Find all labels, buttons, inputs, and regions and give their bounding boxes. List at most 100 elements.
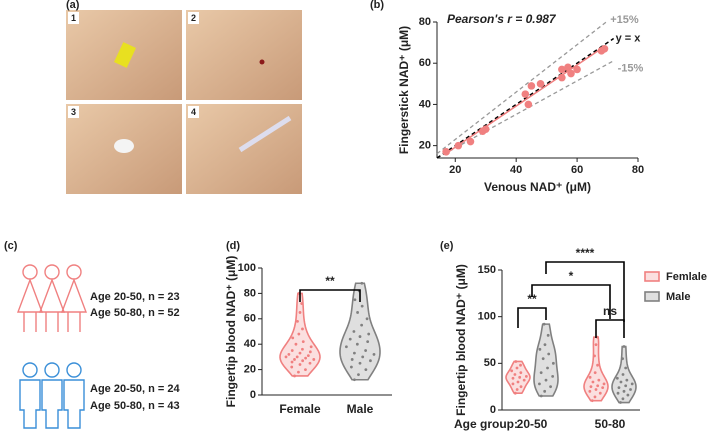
demographic: Age 20-50, n = 23 xyxy=(90,291,180,303)
dot xyxy=(515,366,519,370)
dot xyxy=(364,349,367,352)
y-axis-title: Fingertip blood NAD⁺ (μM) xyxy=(454,264,468,416)
dot xyxy=(539,371,543,375)
dot xyxy=(296,319,299,323)
dot xyxy=(298,351,302,355)
dot xyxy=(551,361,555,365)
photo-badge xyxy=(188,12,199,24)
significance-bracket xyxy=(531,284,611,319)
photo-badge xyxy=(68,12,79,24)
dot xyxy=(360,304,364,308)
photo-number: 4 xyxy=(191,107,196,117)
legend-swatch xyxy=(644,291,660,302)
dot xyxy=(619,401,622,404)
dot xyxy=(547,352,551,356)
y-tick-label: 60 xyxy=(419,57,431,69)
dot xyxy=(360,323,364,327)
panel-label: (a) xyxy=(66,0,80,11)
legend-label: Femlale xyxy=(666,271,707,283)
x-axis-title: Age group: xyxy=(454,417,518,431)
y-tick-label: 40 xyxy=(244,338,256,350)
dot xyxy=(298,363,302,366)
dot xyxy=(364,368,368,371)
point xyxy=(466,137,475,146)
y-tick-label: 20 xyxy=(419,140,431,152)
dot xyxy=(360,281,364,285)
dot xyxy=(358,335,362,338)
dot xyxy=(590,399,594,403)
dot xyxy=(515,388,519,391)
violin xyxy=(583,336,609,402)
dot xyxy=(290,349,294,352)
dot xyxy=(616,391,620,395)
dot xyxy=(355,342,359,346)
tolerance-label: +15% xyxy=(610,14,639,26)
tolerance-label: -15% xyxy=(618,63,644,75)
violin xyxy=(533,323,559,397)
point xyxy=(558,73,566,82)
dot xyxy=(619,380,623,384)
y-tick-label: 50 xyxy=(484,357,496,369)
dot xyxy=(541,357,545,361)
dot xyxy=(350,365,353,369)
dot xyxy=(297,370,300,374)
dot xyxy=(596,363,599,367)
x-tick-label: 40 xyxy=(510,164,522,176)
x-tick-label: 20-50 xyxy=(517,417,548,431)
x-tick-label: Male xyxy=(347,402,374,416)
y-tick-label: 40 xyxy=(419,98,431,110)
demographic: Age 50-80, n = 52 xyxy=(90,307,180,319)
dot xyxy=(293,374,296,378)
dot xyxy=(617,386,621,389)
dot xyxy=(621,397,625,401)
point xyxy=(567,69,575,78)
photo-number: 3 xyxy=(71,107,76,117)
demographic: Age 50-80, n = 43 xyxy=(90,400,180,412)
lancet xyxy=(114,42,136,68)
dot xyxy=(522,378,526,382)
point xyxy=(558,65,566,74)
x-tick-label: 20 xyxy=(449,164,461,176)
dot xyxy=(630,382,634,386)
dot xyxy=(353,378,356,382)
dot xyxy=(294,342,298,346)
significance-bracket xyxy=(299,289,361,302)
panel-label: (b) xyxy=(370,0,384,11)
dot xyxy=(290,365,294,369)
dot xyxy=(513,373,517,376)
dot xyxy=(304,356,307,360)
male-icons xyxy=(19,362,85,429)
capillary xyxy=(238,115,292,153)
dot xyxy=(596,384,600,388)
dot xyxy=(589,385,593,389)
dot xyxy=(624,384,628,388)
point xyxy=(481,125,490,133)
dot xyxy=(350,358,354,361)
dot xyxy=(352,330,356,333)
y-tick-label: 100 xyxy=(478,311,496,323)
dot xyxy=(348,337,352,341)
dot xyxy=(594,343,598,347)
dot xyxy=(594,388,598,391)
dot xyxy=(301,359,305,363)
significance-label: ns xyxy=(603,304,617,318)
regression-line xyxy=(445,45,605,154)
dot xyxy=(516,380,520,384)
dot xyxy=(588,389,592,393)
y-tick-label: 150 xyxy=(478,264,496,276)
dot xyxy=(602,382,606,386)
tolerance-line xyxy=(436,21,607,155)
significance-bracket xyxy=(517,307,547,328)
tolerance-line xyxy=(436,60,614,159)
dot xyxy=(593,354,596,358)
dot xyxy=(511,376,515,380)
significance-label: ** xyxy=(325,274,335,288)
dot xyxy=(353,351,356,355)
dot xyxy=(598,391,602,395)
photo-grid: 1 2 3 4 xyxy=(66,10,302,194)
significance-label: * xyxy=(569,269,574,283)
significance-label: **** xyxy=(576,246,595,260)
dot xyxy=(309,345,313,349)
dot xyxy=(629,388,632,391)
